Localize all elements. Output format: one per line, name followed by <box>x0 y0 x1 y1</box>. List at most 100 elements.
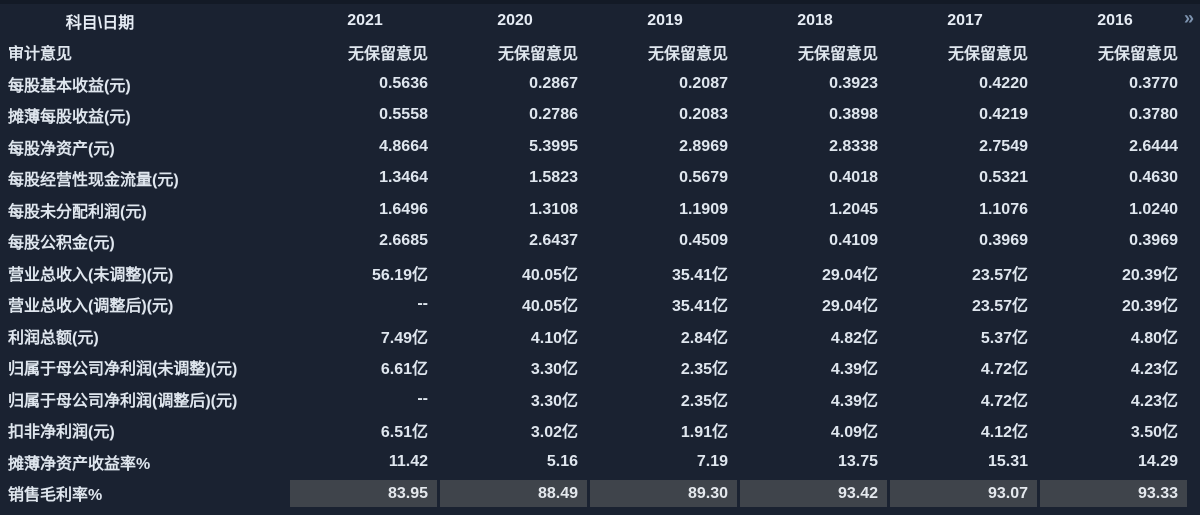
value-cell: 4.72亿 <box>980 361 1028 379</box>
value-cell: 无保留意见 <box>797 46 878 64</box>
value-cell: 0.4220 <box>979 74 1028 92</box>
value-cell: 2.35亿 <box>680 361 728 379</box>
row-label: 每股公积金(元) <box>8 235 115 253</box>
value-cell: 0.3770 <box>1129 74 1178 92</box>
value-cell: 6.61亿 <box>380 361 428 379</box>
value-cell: 2.6444 <box>1129 137 1178 155</box>
value-cell: 0.4219 <box>979 106 1028 124</box>
value-cell: 3.30亿 <box>530 392 578 410</box>
value-cell: 93.42 <box>740 479 887 507</box>
value-cell: 2.6685 <box>379 232 428 250</box>
value-cell: 7.19 <box>696 452 728 470</box>
table-row: 扣非净利润(元) 6.51亿 3.02亿 1.91亿 4.09亿 4.12亿 3.50亿 <box>0 415 1200 447</box>
value-cell: 0.3923 <box>829 74 878 92</box>
value-cell: 56.19亿 <box>371 266 428 284</box>
value-cell: 4.72亿 <box>980 392 1028 410</box>
value-cell: 无保留意见 <box>647 46 728 64</box>
value-cell: 29.04亿 <box>821 298 878 316</box>
value-cell: 2.8338 <box>829 137 878 155</box>
value-cell: 40.05亿 <box>521 266 578 284</box>
value-cell: 5.3995 <box>529 137 578 155</box>
table-row: 归属于母公司净利润(未调整)(元) 6.61亿 3.30亿 2.35亿 4.39亿 4.7… <box>0 352 1200 384</box>
table-top-edge <box>0 0 1200 4</box>
value-cell: 29.04亿 <box>821 266 878 284</box>
row-label: 每股未分配利润(元) <box>8 203 147 221</box>
value-cell: 无保留意见 <box>497 46 578 64</box>
value-cell: 0.4509 <box>679 232 728 250</box>
value-cell: 1.1909 <box>679 200 728 218</box>
value-cell: 2.35亿 <box>680 392 728 410</box>
table-row: 销售毛利率% 83.95 88.49 89.30 93.42 93.07 93.33 <box>0 478 1200 510</box>
value-cell: 1.2045 <box>829 200 878 218</box>
table-row: 每股经营性现金流量(元) 1.3464 1.5823 0.5679 0.4018 0.53… <box>0 163 1200 195</box>
value-cell: 4.82亿 <box>830 329 878 347</box>
value-cell: 4.39亿 <box>830 361 878 379</box>
row-label: 扣非净利润(元) <box>8 424 115 442</box>
value-cell: 1.3108 <box>529 200 578 218</box>
table-row: 摊薄净资产收益率% 11.42 5.16 7.19 13.75 15.31 14.29 <box>0 446 1200 478</box>
value-cell: 1.5823 <box>529 169 578 187</box>
header-year-2017: 2017 <box>947 11 983 29</box>
value-cell: 23.57亿 <box>971 298 1028 316</box>
value-cell: 3.02亿 <box>530 424 578 442</box>
row-label: 营业总收入(调整后)(元) <box>8 298 174 316</box>
value-cell: 7.49亿 <box>380 329 428 347</box>
row-label: 摊薄净资产收益率% <box>8 455 151 473</box>
value-cell: 0.3780 <box>1129 106 1178 124</box>
value-cell: 2.7549 <box>979 137 1028 155</box>
value-cell: 0.2867 <box>529 74 578 92</box>
row-label: 每股基本收益(元) <box>8 77 131 95</box>
header-year-2016: 2016 <box>1097 11 1133 29</box>
value-cell: 4.12亿 <box>980 424 1028 442</box>
value-cell: 15.31 <box>987 452 1028 470</box>
value-cell: 3.50亿 <box>1130 424 1178 442</box>
value-cell: 6.51亿 <box>380 424 428 442</box>
table-row: 归属于母公司净利润(调整后)(元) -- 3.30亿 2.35亿 4.39亿 4.72亿 4… <box>0 383 1200 415</box>
row-label: 营业总收入(未调整)(元) <box>8 266 174 284</box>
value-cell: -- <box>417 389 428 407</box>
value-cell: 83.95 <box>290 479 437 507</box>
row-label: 摊薄每股收益(元) <box>8 109 131 127</box>
row-label: 归属于母公司净利润(调整后)(元) <box>8 392 238 410</box>
header-row: 科目\日期 2021 2020 2019 2018 2017 2016 <box>0 5 1200 37</box>
value-cell: 5.37亿 <box>980 329 1028 347</box>
value-cell: 5.16 <box>546 452 578 470</box>
table-row: 利润总额(元) 7.49亿 4.10亿 2.84亿 4.82亿 5.37亿 4.80亿 <box>0 320 1200 352</box>
row-label: 销售毛利率% <box>8 487 103 505</box>
value-cell: 3.30亿 <box>530 361 578 379</box>
value-cell: 4.23亿 <box>1130 361 1178 379</box>
value-cell: 0.2087 <box>679 74 728 92</box>
value-cell: 0.2083 <box>679 106 728 124</box>
value-cell: 4.23亿 <box>1130 392 1178 410</box>
value-cell: 4.10亿 <box>530 329 578 347</box>
value-cell: 13.75 <box>837 452 878 470</box>
value-cell: 无保留意见 <box>947 46 1028 64</box>
table-row: 每股净资产(元) 4.8664 5.3995 2.8969 2.8338 2.7549 2.… <box>0 131 1200 163</box>
table-rows-container: 科目\日期 2021 2020 2019 2018 2017 2016 审计意见 无保留意见 无保… <box>0 5 1200 509</box>
value-cell: 1.91亿 <box>680 424 728 442</box>
table-row: 营业总收入(未调整)(元) 56.19亿 40.05亿 35.41亿 29.04亿 23.… <box>0 257 1200 289</box>
row-label: 每股净资产(元) <box>8 140 115 158</box>
value-cell: -- <box>417 295 428 313</box>
value-cell: 0.4630 <box>1129 169 1178 187</box>
value-cell: 4.80亿 <box>1130 329 1178 347</box>
table-row: 每股公积金(元) 2.6685 2.6437 0.4509 0.4109 0.3969 0.… <box>0 226 1200 258</box>
expand-more-columns-icon[interactable]: » <box>1183 8 1194 28</box>
row-label: 每股经营性现金流量(元) <box>8 172 179 190</box>
value-cell: 0.2786 <box>529 106 578 124</box>
value-cell: 1.6496 <box>379 200 428 218</box>
table-row: 摊薄每股收益(元) 0.5558 0.2786 0.2083 0.3898 0.4219 0… <box>0 100 1200 132</box>
table-row: 每股基本收益(元) 0.5636 0.2867 0.2087 0.3923 0.4220 0… <box>0 68 1200 100</box>
value-cell: 1.1076 <box>979 200 1028 218</box>
value-cell: 0.4018 <box>829 169 878 187</box>
value-cell: 4.8664 <box>379 137 428 155</box>
value-cell: 2.8969 <box>679 137 728 155</box>
table-row: 营业总收入(调整后)(元) -- 40.05亿 35.41亿 29.04亿 23.57亿 2… <box>0 289 1200 321</box>
value-cell: 1.3464 <box>379 169 428 187</box>
value-cell: 0.5558 <box>379 106 428 124</box>
value-cell: 0.3969 <box>1129 232 1178 250</box>
value-cell: 0.3969 <box>979 232 1028 250</box>
value-cell: 无保留意见 <box>1097 46 1178 64</box>
value-cell: 35.41亿 <box>671 266 728 284</box>
value-cell: 0.5679 <box>679 169 728 187</box>
